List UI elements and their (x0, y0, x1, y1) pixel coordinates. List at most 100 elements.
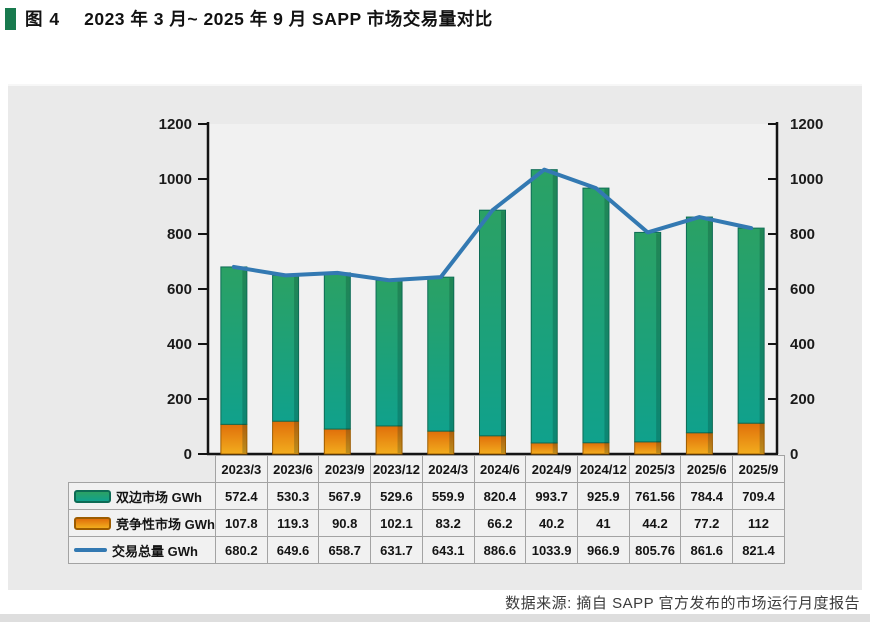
y-axis-tick-label-left: 1000 (159, 171, 192, 188)
table-value-cell: 784.4 (680, 482, 734, 510)
table-value-cell: 649.6 (266, 536, 320, 564)
table-value-cell: 66.2 (473, 509, 527, 537)
y-axis-tick-label-right: 200 (790, 391, 815, 408)
table-header-2024/12: 2024/12 (576, 455, 630, 483)
table-value-cell: 112 (732, 509, 785, 537)
bar-3d-shade (604, 189, 609, 453)
legend-key-2: 交易总量 GWh (68, 536, 216, 564)
table-value-cell: 567.9 (318, 482, 372, 510)
table-value-cell: 77.2 (680, 509, 734, 537)
bar-3d-shade (242, 267, 247, 453)
combo-chart: 0 0 200 200 400 400 600 600 800 800 1000 1000 1200 12… (159, 116, 824, 463)
total-volume-line (231, 167, 754, 283)
y-axis-tick-label-right: 1000 (790, 171, 823, 188)
table-value-cell: 631.7 (370, 536, 423, 564)
table-value-cell: 41 (576, 509, 630, 537)
table-header-2025/9: 2025/9 (732, 455, 785, 483)
table-value-cell: 107.8 (214, 509, 268, 537)
table-header-2023/9: 2023/9 (318, 455, 372, 483)
bar-3d-shade (449, 278, 454, 453)
table-value-cell: 83.2 (421, 509, 475, 537)
table-header-2025/3: 2025/3 (628, 455, 682, 483)
legend-key-0: 双边市场 GWh (68, 482, 216, 510)
y-axis-tick-label-left: 0 (184, 446, 192, 463)
table-value-cell: 658.7 (318, 536, 372, 564)
bar-competitive-market-2025/9 (737, 422, 765, 455)
bilateral-bar-swatch (74, 489, 111, 503)
bar-competitive-market-2023/9 (323, 428, 351, 455)
bar-bilateral-market-2023/9 (323, 272, 351, 430)
table-value-cell: 761.56 (628, 482, 682, 510)
figure-label: 图 4 (25, 9, 61, 29)
legend-label: 交易总量 GWh (112, 543, 198, 559)
table-value-cell: 966.9 (576, 536, 630, 564)
table-value-cell: 886.6 (473, 536, 527, 564)
table-value-cell: 643.1 (421, 536, 475, 564)
bar-bilateral-market-2024/9 (530, 169, 558, 444)
bar-bilateral-market-2024/6 (479, 209, 506, 437)
title-bullet-icon (5, 7, 16, 30)
table-value-cell: 529.6 (370, 482, 423, 510)
y-axis-tick-label-left: 200 (167, 391, 192, 408)
bar-3d-shade (397, 281, 402, 453)
bar-bilateral-market-2025/9 (737, 227, 765, 424)
table-value-cell: 925.9 (576, 482, 630, 510)
table-value-cell: 709.4 (732, 482, 785, 510)
bar-bilateral-market-2023/12 (375, 279, 403, 427)
chart-panel: 0 0 200 200 400 400 600 600 800 800 1000 1000 1200 12… (8, 84, 862, 590)
legend-label: 双边市场 GWh (116, 489, 202, 505)
bar-bilateral-market-2023/6 (272, 274, 300, 422)
footer-strip (0, 614, 870, 622)
y-axis-tick-label-right: 1200 (790, 116, 823, 133)
table-value-cell: 680.2 (214, 536, 268, 564)
y-axis-tick-label-right: 400 (790, 336, 815, 353)
table-value-cell: 44.2 (628, 509, 682, 537)
table-header-2024/6: 2024/6 (473, 455, 527, 483)
table-header-2024/3: 2024/3 (421, 455, 475, 483)
bar-bilateral-market-2024/12 (582, 187, 610, 444)
bar-bilateral-market-2025/3 (634, 231, 662, 443)
bar-competitive-market-2023/12 (375, 425, 403, 455)
bar-3d-shade (759, 229, 764, 453)
bar-bilateral-market-2023/3 (220, 266, 248, 425)
bar-3d-shade (707, 218, 712, 453)
table-header-2024/9: 2024/9 (525, 455, 578, 483)
bar-3d-shade (552, 170, 557, 453)
bar-3d-shade (294, 276, 299, 453)
table-value-cell: 40.2 (525, 509, 578, 537)
table-header-2023/6: 2023/6 (266, 455, 320, 483)
page-title: 2023 年 3 月~ 2025 年 9 月 SAPP 市场交易量对比 (84, 9, 493, 29)
bar-3d-shade (345, 273, 350, 453)
legend-key-1: 竞争性市场 GWh (68, 509, 216, 537)
table-value-cell: 530.3 (266, 482, 320, 510)
source-note: 数据来源: 摘自 SAPP 官方发布的市场运行月度报告 (505, 595, 860, 612)
y-axis-tick-label-left: 800 (167, 226, 192, 243)
table-corner-blank (69, 456, 216, 483)
competitive-bar-swatch (74, 516, 111, 530)
table-value-cell: 90.8 (318, 509, 372, 537)
table-value-cell: 559.9 (421, 482, 475, 510)
y-axis-tick-label-left: 1200 (159, 116, 192, 133)
table-value-cell: 820.4 (473, 482, 527, 510)
y-axis-tick-label-left: 400 (167, 336, 192, 353)
table-value-cell: 572.4 (214, 482, 268, 510)
table-header-2025/6: 2025/6 (680, 455, 734, 483)
table-header-2023/3: 2023/3 (214, 455, 268, 483)
y-axis-tick-label-right: 800 (790, 226, 815, 243)
y-axis-tick-label-left: 600 (167, 281, 192, 298)
table-value-cell: 805.76 (628, 536, 682, 564)
chart-data-table: 2023/3 2023/6 2023/9 2023/12 2024/3 2024/6 202… (68, 455, 785, 564)
table-value-cell: 1033.9 (525, 536, 578, 564)
table-value-cell: 993.7 (525, 482, 578, 510)
legend-label: 竞争性市场 GWh (116, 516, 215, 532)
y-axis-tick-label-right: 0 (790, 446, 798, 463)
table-header-2023/12: 2023/12 (370, 455, 423, 483)
figure-caption: 图 4 2023 年 3 月~ 2025 年 9 月 SAPP 市场交易量对比 (5, 6, 493, 31)
table-value-cell: 102.1 (370, 509, 423, 537)
table-value-cell: 821.4 (732, 536, 785, 564)
y-axis-tick-label-right: 600 (790, 281, 815, 298)
table-value-cell: 861.6 (680, 536, 734, 564)
bar-3d-shade (656, 233, 661, 453)
bar-3d-shade (501, 211, 505, 453)
total-line-swatch (74, 548, 107, 552)
